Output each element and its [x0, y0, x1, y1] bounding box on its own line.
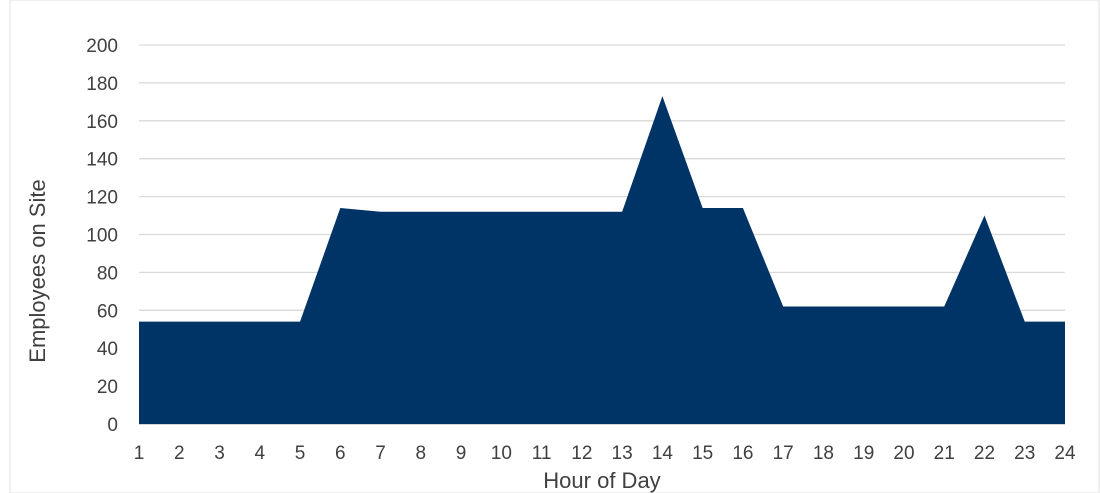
x-tick-label: 17	[773, 443, 794, 464]
x-tick-label: 13	[612, 443, 633, 464]
y-tick-label: 100	[86, 226, 118, 247]
y-tick-label: 180	[86, 74, 118, 95]
y-tick-label: 60	[97, 301, 118, 322]
x-tick-label: 9	[456, 443, 467, 464]
x-axis: 1 2 3 4 5 6 7 8 9 10 11 12 13 14 15 16 17 18 19 20 21 22 23 24	[134, 443, 1076, 464]
x-tick-label: 4	[254, 443, 265, 464]
x-tick-label: 2	[174, 443, 185, 464]
x-tick-label: 23	[1014, 443, 1035, 464]
x-tick-label: 20	[893, 443, 914, 464]
y-tick-label: 120	[86, 188, 118, 209]
y-tick-label: 140	[86, 150, 118, 171]
x-tick-label: 6	[335, 443, 346, 464]
y-axis: 0 20 40 60 80 100 120 140 160 180 200	[86, 36, 118, 436]
x-tick-label: 5	[295, 443, 306, 464]
x-tick-label: 10	[491, 443, 512, 464]
y-tick-label: 40	[97, 339, 118, 360]
series-layer	[138, 96, 1066, 424]
x-tick-label: 18	[813, 443, 834, 464]
x-tick-label: 12	[571, 443, 592, 464]
x-tick-label: 14	[652, 443, 674, 464]
series-area	[139, 96, 1065, 424]
x-tick-label: 21	[934, 443, 955, 464]
x-tick-label: 8	[416, 443, 427, 464]
x-tick-label: 1	[134, 443, 145, 464]
x-tick-label: 24	[1054, 443, 1076, 464]
x-tick-label: 3	[214, 443, 225, 464]
x-tick-label: 19	[853, 443, 874, 464]
x-tick-label: 16	[732, 443, 753, 464]
x-tick-label: 22	[974, 443, 995, 464]
y-axis-title: Employees on Site	[25, 179, 50, 362]
x-tick-label: 7	[375, 443, 386, 464]
y-tick-label: 0	[107, 415, 118, 436]
x-axis-title: Hour of Day	[543, 468, 660, 493]
y-tick-label: 200	[86, 36, 118, 57]
x-tick-label: 15	[692, 443, 713, 464]
y-tick-label: 20	[97, 377, 118, 398]
y-tick-label: 160	[86, 112, 118, 133]
x-tick-label: 11	[532, 443, 552, 464]
y-tick-label: 80	[97, 263, 118, 284]
